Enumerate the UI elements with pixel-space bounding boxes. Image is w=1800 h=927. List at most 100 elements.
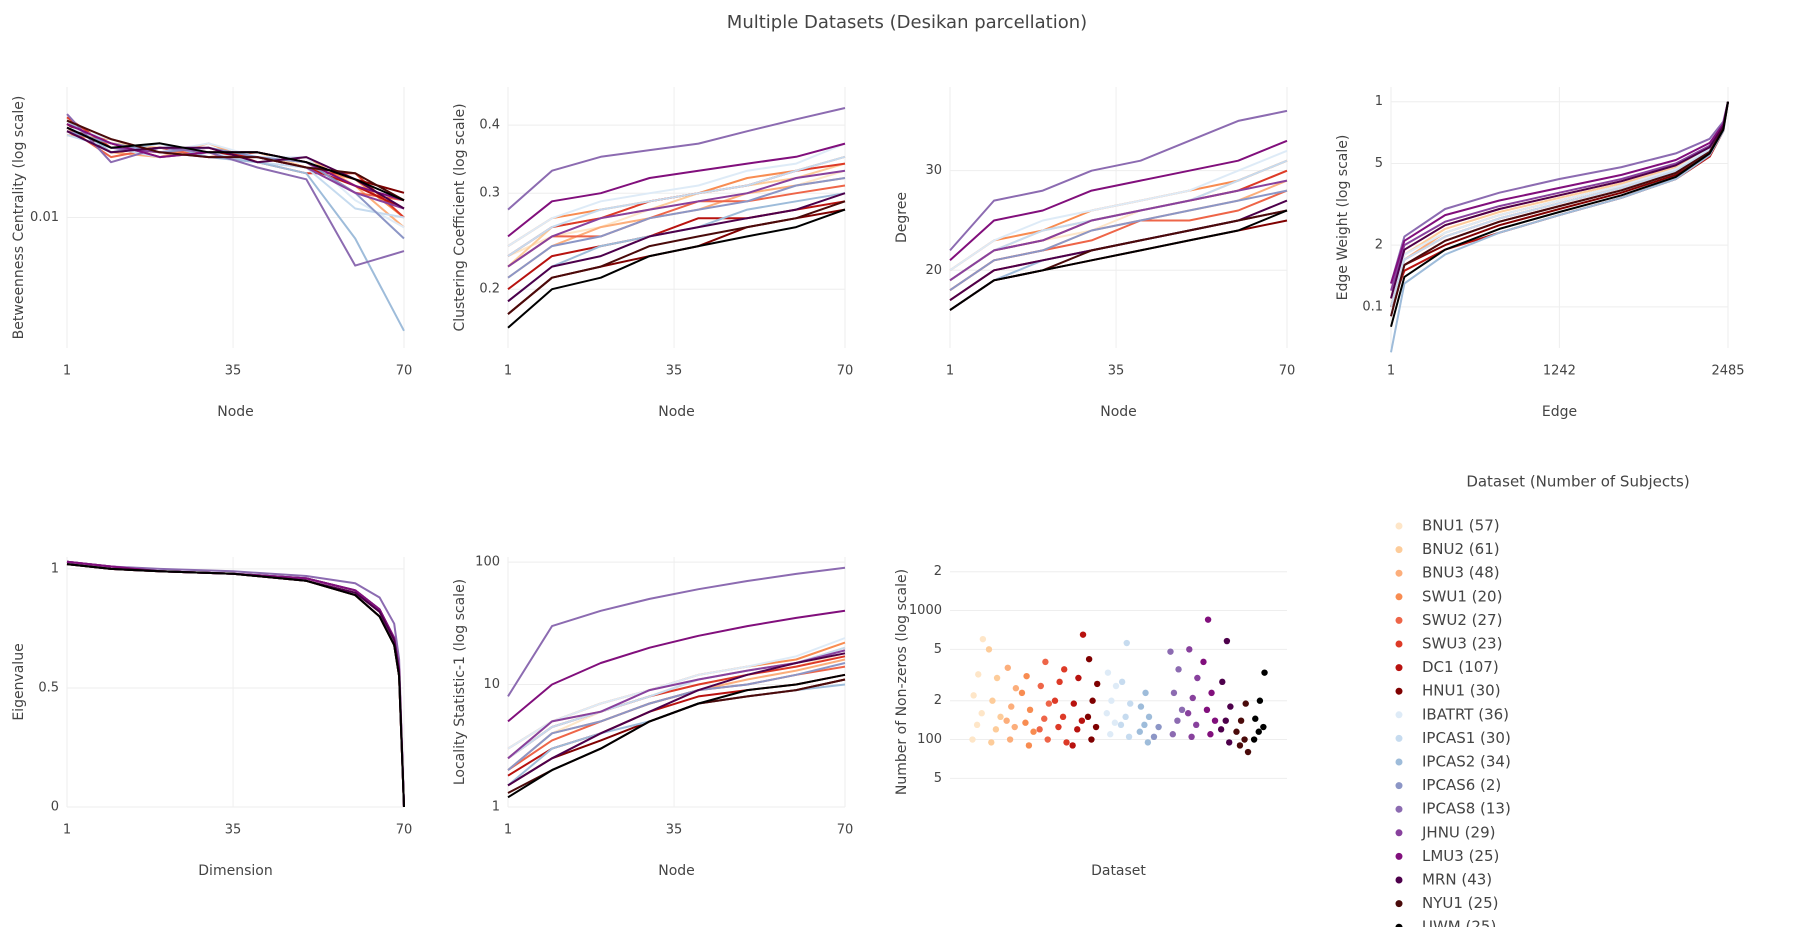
scatter-point	[1227, 703, 1234, 710]
scatter-point	[1141, 721, 1148, 729]
scatter-point	[985, 646, 993, 653]
series-line	[507, 200, 846, 315]
y-tick-label: 5	[1375, 156, 1383, 171]
scatter-point	[1145, 713, 1153, 721]
series-line	[66, 563, 405, 808]
series-line	[66, 560, 405, 808]
scatter-point	[1036, 726, 1043, 733]
scatter-point	[1023, 672, 1030, 680]
scatter-point	[1011, 723, 1018, 731]
y-tick-label: 10	[483, 677, 500, 692]
x-axis-title: Node	[658, 404, 695, 420]
series-line	[507, 662, 846, 771]
scatter-point	[1203, 706, 1211, 714]
x-tick-label: 70	[837, 364, 854, 379]
legend-label: SWU3 (23)	[1422, 635, 1502, 653]
scatter-point	[1127, 700, 1134, 707]
series-line	[66, 126, 405, 202]
series-line	[1390, 101, 1729, 327]
series-line	[66, 563, 405, 808]
figure-title: Multiple Datasets (Desikan parcellation)	[727, 12, 1087, 33]
scatter-point	[978, 710, 985, 717]
x-tick-label: 70	[396, 364, 413, 379]
scatter-point	[973, 721, 981, 729]
y-tick-label: 0.1	[1362, 299, 1383, 314]
scatter-point	[1056, 678, 1063, 686]
scatter-point	[1122, 713, 1129, 721]
series-line	[507, 107, 846, 211]
series-line	[949, 179, 1288, 292]
scatter-point	[1117, 721, 1125, 729]
x-tick-label: 1	[1387, 364, 1395, 379]
x-tick-label: 2485	[1711, 364, 1744, 379]
legend-marker	[1395, 640, 1403, 648]
x-axis-title: Dimension	[198, 863, 272, 879]
series-line	[66, 563, 405, 808]
legend-marker	[1395, 734, 1403, 742]
scatter-point	[1012, 685, 1020, 692]
series-line	[507, 637, 846, 750]
series-line	[507, 208, 846, 329]
legend-label: SWU1 (20)	[1422, 587, 1502, 605]
scatter-point	[1094, 680, 1101, 688]
scatter-point	[1063, 739, 1070, 746]
scatter-point	[1155, 723, 1162, 731]
scatter-point	[1175, 666, 1182, 673]
series-line	[507, 192, 846, 303]
legend-label: DC1 (107)	[1422, 658, 1499, 676]
scatter-point	[1108, 697, 1115, 704]
scatter-point	[1118, 678, 1126, 686]
scatter-point	[1111, 719, 1119, 726]
y-tick-label: 0.01	[30, 210, 59, 225]
scatter-point	[1123, 639, 1130, 647]
x-tick-label: 35	[666, 823, 683, 838]
scatter-point	[993, 674, 1001, 682]
y-tick-label: 20	[925, 263, 942, 278]
scatter-point	[1061, 666, 1068, 673]
scatter-point	[1178, 706, 1186, 714]
scatter-point	[1256, 697, 1264, 704]
scatter-point	[1174, 717, 1181, 724]
series-line	[507, 184, 846, 268]
y-tick-label: 0	[51, 800, 59, 815]
series-line	[66, 563, 405, 808]
scatter-point	[1018, 689, 1026, 697]
series-line	[66, 123, 405, 210]
scatter-point	[1008, 703, 1015, 710]
series-line	[1390, 101, 1729, 284]
y-tick-label: 1	[1375, 94, 1383, 109]
series-line	[66, 123, 405, 202]
x-axis-title: Node	[217, 404, 254, 420]
scatter-point	[1137, 703, 1145, 710]
scatter-point	[1223, 637, 1231, 645]
x-tick-label: 1	[504, 823, 512, 838]
x-tick-label: 35	[225, 823, 242, 838]
scatter-point	[1194, 674, 1201, 682]
series-line	[949, 219, 1288, 311]
legend-label: BNU3 (48)	[1422, 564, 1500, 582]
legend-marker	[1395, 593, 1403, 601]
scatter-point	[1219, 678, 1226, 686]
scatter-point	[1112, 682, 1120, 690]
scatter-point	[1208, 689, 1215, 697]
legend-label: NYU1 (25)	[1422, 894, 1498, 912]
legend-marker	[1395, 758, 1403, 766]
scatter-point	[1085, 655, 1093, 663]
scatter-point	[992, 726, 1000, 733]
scatter-point	[1055, 723, 1062, 731]
scatter-point	[1004, 664, 1011, 671]
scatter-point	[1252, 715, 1259, 722]
series-line	[66, 563, 405, 808]
scatter-point	[1189, 694, 1196, 702]
legend-marker	[1395, 829, 1403, 837]
legend-label: IPCAS1 (30)	[1422, 729, 1511, 747]
series-line	[507, 609, 846, 723]
x-tick-label: 1	[63, 823, 71, 838]
scatter-point	[1184, 710, 1192, 717]
scatter-point	[1204, 616, 1212, 623]
series-line	[66, 560, 405, 808]
legend-label: UWM (25)	[1422, 918, 1496, 927]
x-tick-label: 35	[1108, 364, 1125, 379]
scatter-point	[1242, 700, 1249, 707]
